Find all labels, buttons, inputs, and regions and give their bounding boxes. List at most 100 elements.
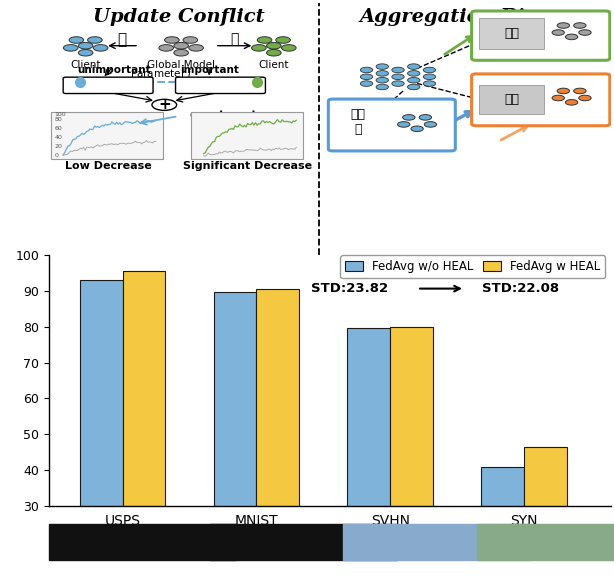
- Circle shape: [165, 37, 179, 43]
- Circle shape: [573, 23, 586, 29]
- Circle shape: [408, 70, 420, 76]
- Text: Webcam: Webcam: [515, 109, 566, 122]
- Circle shape: [408, 77, 420, 83]
- Circle shape: [423, 81, 436, 86]
- Circle shape: [408, 84, 420, 90]
- Text: 🎒🚲
🎧: 🎒🚲 🎧: [351, 108, 365, 136]
- Text: STD:23.82: STD:23.82: [311, 282, 388, 295]
- Text: +: +: [158, 97, 171, 112]
- Circle shape: [174, 49, 188, 56]
- Circle shape: [159, 45, 174, 51]
- Text: STD:22.08: STD:22.08: [483, 282, 559, 295]
- Circle shape: [557, 88, 570, 94]
- Circle shape: [266, 42, 281, 49]
- Bar: [80, 280, 123, 582]
- Text: 20: 20: [55, 144, 63, 149]
- Text: Client: Client: [258, 59, 289, 69]
- Text: 60: 60: [55, 126, 63, 132]
- Circle shape: [403, 115, 415, 120]
- Circle shape: [552, 95, 564, 101]
- Circle shape: [392, 68, 404, 73]
- Circle shape: [423, 74, 436, 80]
- Circle shape: [392, 74, 404, 80]
- Circle shape: [79, 49, 93, 56]
- Circle shape: [376, 70, 389, 76]
- Circle shape: [557, 23, 570, 29]
- FancyBboxPatch shape: [51, 112, 163, 159]
- Circle shape: [376, 84, 389, 90]
- Circle shape: [579, 30, 591, 36]
- Circle shape: [93, 45, 108, 51]
- Circle shape: [408, 64, 420, 69]
- Bar: [348, 328, 391, 582]
- Circle shape: [88, 37, 102, 43]
- Circle shape: [188, 45, 203, 51]
- Text: Update Conflict: Update Conflict: [93, 8, 264, 26]
- Text: 100: 100: [55, 112, 66, 118]
- Circle shape: [565, 100, 578, 105]
- Bar: [391, 327, 433, 582]
- Circle shape: [552, 30, 564, 36]
- Text: Local Update: Local Update: [74, 80, 142, 90]
- Bar: [49, 524, 236, 560]
- Circle shape: [266, 49, 281, 56]
- Circle shape: [398, 122, 410, 127]
- Bar: [524, 447, 567, 582]
- Text: Client: Client: [71, 59, 101, 69]
- Circle shape: [174, 42, 188, 49]
- Text: Local Update: Local Update: [187, 80, 254, 90]
- Circle shape: [276, 37, 290, 43]
- Legend: FedAvg w/o HEAL, FedAvg w HEAL: FedAvg w/o HEAL, FedAvg w HEAL: [340, 255, 605, 278]
- Circle shape: [423, 68, 436, 73]
- Bar: [257, 289, 299, 582]
- FancyBboxPatch shape: [63, 77, 153, 94]
- FancyBboxPatch shape: [472, 74, 610, 126]
- Text: 📷: 📷: [230, 33, 239, 47]
- Circle shape: [79, 42, 93, 49]
- Text: 🎒: 🎒: [118, 32, 126, 47]
- Circle shape: [183, 37, 198, 43]
- Text: Global Model: Global Model: [372, 106, 440, 116]
- FancyBboxPatch shape: [480, 17, 543, 49]
- Text: 40: 40: [55, 135, 63, 140]
- FancyBboxPatch shape: [480, 86, 543, 114]
- Circle shape: [360, 81, 373, 86]
- Circle shape: [257, 37, 272, 43]
- Text: Parameter $i$: Parameter $i$: [130, 68, 193, 79]
- Bar: [123, 271, 166, 582]
- Circle shape: [573, 88, 586, 94]
- FancyBboxPatch shape: [191, 112, 303, 159]
- Text: Aggregation Bias: Aggregation Bias: [359, 8, 548, 26]
- Circle shape: [565, 34, 578, 40]
- Text: Global Model: Global Model: [147, 59, 215, 69]
- Circle shape: [392, 81, 404, 86]
- Circle shape: [360, 74, 373, 80]
- Bar: [481, 467, 524, 582]
- Text: counteract: counteract: [190, 110, 257, 120]
- Circle shape: [152, 100, 177, 111]
- Bar: [209, 524, 397, 560]
- Bar: [477, 524, 614, 560]
- Circle shape: [579, 95, 591, 101]
- Text: Caltech: Caltech: [518, 43, 563, 56]
- Circle shape: [252, 45, 266, 51]
- Bar: [214, 292, 257, 582]
- Circle shape: [419, 115, 432, 120]
- FancyBboxPatch shape: [328, 99, 456, 151]
- Text: Significant Decrease: Significant Decrease: [183, 161, 312, 172]
- Circle shape: [424, 122, 437, 127]
- Text: important: important: [180, 65, 239, 74]
- Circle shape: [376, 77, 389, 83]
- Circle shape: [376, 64, 389, 69]
- FancyBboxPatch shape: [472, 11, 610, 61]
- Text: Low Decrease: Low Decrease: [64, 161, 152, 172]
- Circle shape: [411, 126, 423, 132]
- Circle shape: [360, 68, 373, 73]
- Text: 🎒🐦: 🎒🐦: [504, 27, 519, 40]
- Circle shape: [281, 45, 296, 51]
- Text: 80: 80: [55, 118, 63, 122]
- Circle shape: [69, 37, 84, 43]
- Text: Amazon: Amazon: [368, 134, 416, 147]
- FancyBboxPatch shape: [176, 77, 265, 94]
- Text: 0: 0: [55, 152, 58, 158]
